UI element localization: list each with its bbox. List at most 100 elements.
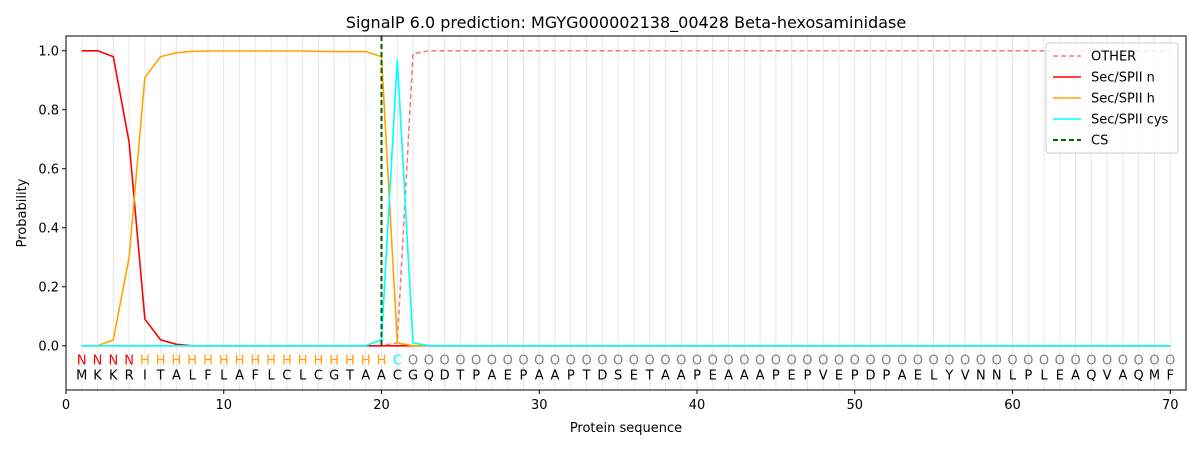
region-label: H [298,354,308,369]
region-label: O [944,354,954,369]
residue-letter: A [487,368,496,383]
residue-letter: K [109,368,118,383]
plot-frame [65,35,1187,391]
residue-letter: E [835,368,843,383]
region-label: C [393,354,402,369]
residue-letter: P [567,368,575,383]
residue-letter: E [914,368,922,383]
region-label: O [1102,354,1112,369]
region-label: H [219,354,229,369]
region-label: O [1055,354,1065,369]
region-label: H [156,354,166,369]
residue-letter: A [377,368,386,383]
region-label: H [250,354,260,369]
region-label: O [408,354,418,369]
residue-letter: P [851,368,859,383]
residue-letter: L [1009,368,1017,383]
region-label: O [1149,354,1159,369]
residue-labels: MNKNKNRNIHTHAHLHFHLHAHFHLHCHLHCHGHTHAHAH… [76,354,1175,384]
legend-label: Sec/SPII cys [1091,113,1169,128]
residue-letter: G [408,368,418,383]
region-label: O [518,354,528,369]
x-tick-label: 0 [62,398,70,413]
region-label: O [976,354,986,369]
residue-letter: L [267,368,275,383]
y-axis-label: Probability [15,178,30,247]
residue-letter: A [551,368,560,383]
residue-letter: A [724,368,733,383]
region-label: O [755,354,765,369]
residue-letter: L [930,368,938,383]
region-label: O [581,354,591,369]
region-label: O [629,354,639,369]
residue-letter: R [125,368,134,383]
region-label: H [345,354,355,369]
region-label: O [534,354,544,369]
residue-letter: L [299,368,307,383]
region-label: H [329,354,339,369]
residue-letter: A [235,368,244,383]
region-label: H [361,354,371,369]
residue-letter: Y [944,368,953,383]
residue-letter: A [172,368,181,383]
region-label: H [235,354,245,369]
region-label: N [93,354,103,369]
series-lines [81,36,1171,347]
legend-frame [1045,42,1179,154]
residue-letter: L [189,368,197,383]
residue-letter: T [582,368,591,383]
y-tick-label: 0.4 [38,221,59,236]
x-tick-label: 70 [1162,398,1179,413]
residue-letter: P [472,368,480,383]
residue-letter: A [535,368,544,383]
region-label: H [172,354,182,369]
residue-letter: G [329,368,339,383]
region-label: N [77,354,87,369]
residue-letter: P [1024,368,1032,383]
residue-letter: C [314,368,323,383]
region-label: O [1070,354,1080,369]
region-label: O [503,354,513,369]
residue-letter: Q [1086,368,1096,383]
residue-letter: E [709,368,717,383]
residue-letter: T [455,368,464,383]
region-label: H [377,354,387,369]
residue-letter: A [1118,368,1127,383]
residue-letter: N [976,368,986,383]
region-label: O [1086,354,1096,369]
region-label: O [439,354,449,369]
region-label: O [771,354,781,369]
region-label: O [1023,354,1033,369]
region-label: O [424,354,434,369]
residue-letter: C [393,368,402,383]
residue-letter: A [1071,368,1080,383]
region-label: O [992,354,1002,369]
x-tick-label: 30 [531,398,548,413]
residue-letter: N [992,368,1002,383]
y-tick-label: 0.8 [38,103,59,118]
region-label: H [203,354,213,369]
legend-label: OTHER [1091,50,1136,65]
residue-letter: V [961,368,970,383]
x-tick-label: 10 [215,398,232,413]
region-label: O [818,354,828,369]
region-label: N [124,354,134,369]
residue-letter: A [740,368,749,383]
region-label: O [487,354,497,369]
region-label: O [1165,354,1175,369]
region-label: O [550,354,560,369]
region-label: O [1118,354,1128,369]
region-label: N [108,354,118,369]
residue-letter: E [1056,368,1064,383]
residue-letter: Q [1134,368,1144,383]
region-label: O [802,354,812,369]
legend-label: Sec/SPII h [1091,92,1155,107]
region-label: O [660,354,670,369]
region-label: O [455,354,465,369]
residue-letter: V [1103,368,1112,383]
residue-letter: T [645,368,654,383]
residue-letter: M [76,368,87,383]
x-tick-label: 50 [846,398,863,413]
